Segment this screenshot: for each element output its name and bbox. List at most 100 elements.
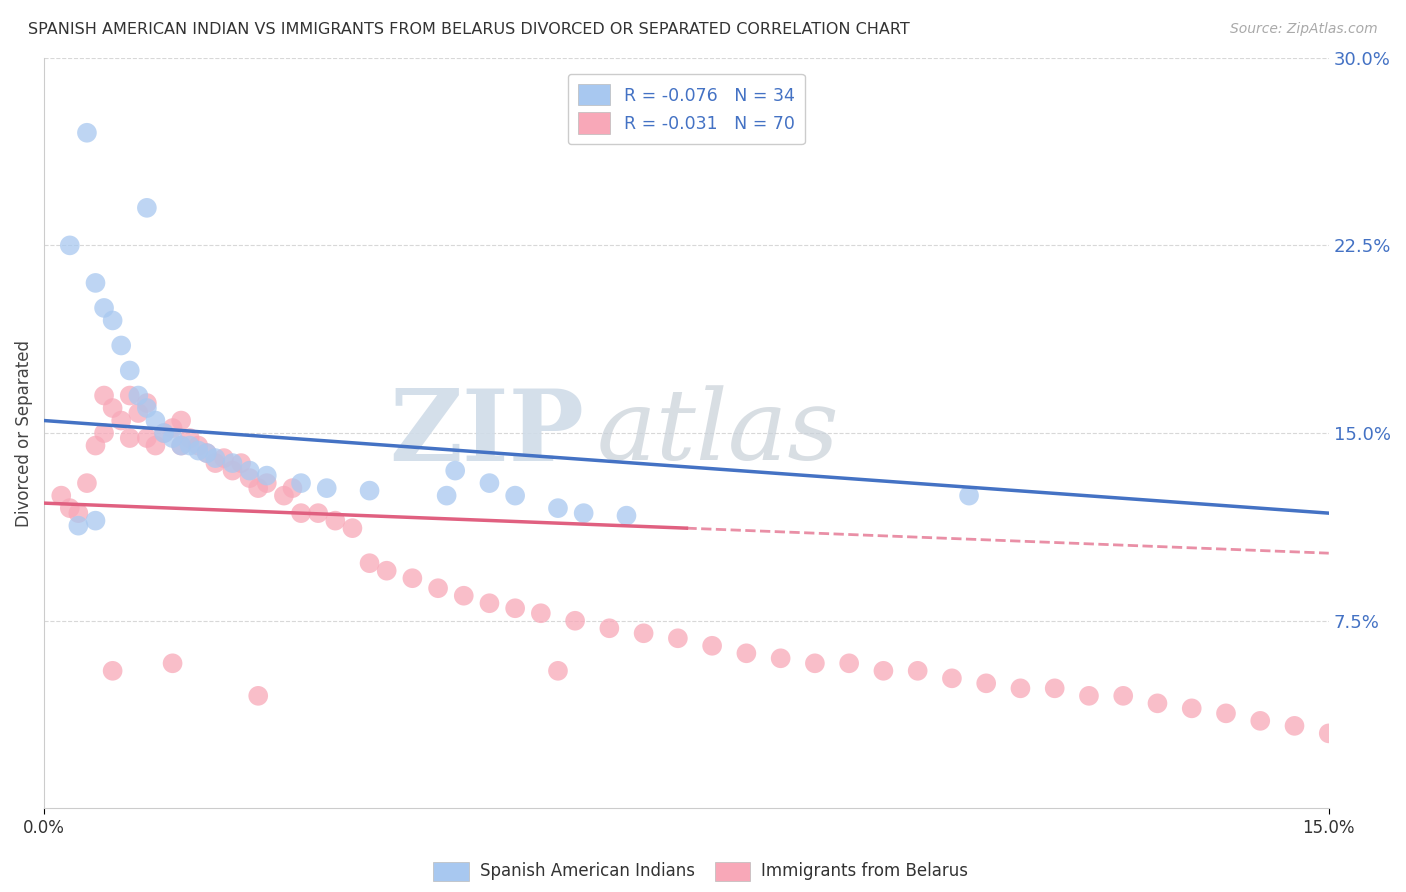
Point [118,431,141,445]
Point [162,431,184,445]
Point [700,639,723,653]
Point [1249,714,1271,728]
Point [153,425,176,440]
Point [281,481,304,495]
Point [127,406,149,420]
Point [195,446,218,460]
Point [93,388,115,402]
Point [974,676,997,690]
Point [401,571,423,585]
Y-axis label: Divorced or Separated: Divorced or Separated [15,340,32,526]
Point [187,443,209,458]
Point [204,451,226,466]
Point [145,413,167,427]
Point [478,596,501,610]
Point [170,439,193,453]
Point [118,388,141,402]
Point [838,657,860,671]
Point [247,689,270,703]
Point [616,508,638,523]
Point [1146,696,1168,710]
Point [84,514,107,528]
Point [229,456,252,470]
Point [59,238,82,252]
Text: Source: ZipAtlas.com: Source: ZipAtlas.com [1230,22,1378,37]
Point [76,126,98,140]
Point [427,581,450,595]
Point [239,471,262,485]
Point [221,464,243,478]
Point [1043,681,1066,696]
Point [804,657,827,671]
Point [212,451,235,466]
Point [436,489,458,503]
Point [375,564,398,578]
Point [872,664,894,678]
Point [187,439,209,453]
Point [359,556,381,570]
Point [179,431,201,445]
Point [162,421,184,435]
Point [170,413,193,427]
Point [530,606,553,620]
Point [478,476,501,491]
Point [135,396,157,410]
Point [239,464,262,478]
Point [67,518,90,533]
Point [342,521,364,535]
Point [572,506,595,520]
Point [735,646,758,660]
Point [101,664,124,678]
Legend: R = -0.076   N = 34, R = -0.031   N = 70: R = -0.076 N = 34, R = -0.031 N = 70 [568,74,804,144]
Point [59,501,82,516]
Point [444,464,467,478]
Point [307,506,329,520]
Point [907,664,929,678]
Point [110,413,132,427]
Point [247,481,270,495]
Text: Spanish American Indians: Spanish American Indians [479,863,695,880]
Point [135,401,157,415]
Point [323,514,346,528]
Point [315,481,337,495]
Point [598,621,620,635]
Point [93,301,115,315]
Point [204,456,226,470]
Point [76,476,98,491]
Point [1215,706,1237,721]
Point [957,489,980,503]
Point [359,483,381,498]
Point [221,456,243,470]
Point [503,601,526,615]
Text: Immigrants from Belarus: Immigrants from Belarus [761,863,967,880]
Point [1284,719,1306,733]
Point [453,589,475,603]
Point [135,431,157,445]
Point [67,506,90,520]
Point [110,338,132,352]
Point [769,651,792,665]
Point [1112,689,1135,703]
Point [1181,701,1204,715]
Point [101,401,124,415]
Point [290,476,312,491]
Point [273,489,295,503]
Point [127,388,149,402]
Point [51,489,73,503]
Point [153,425,176,440]
Point [941,671,963,685]
Point [93,425,115,440]
Point [179,439,201,453]
Point [290,506,312,520]
Point [1078,689,1101,703]
Point [84,276,107,290]
Point [666,632,689,646]
Point [84,439,107,453]
Point [633,626,655,640]
Point [162,657,184,671]
Point [170,439,193,453]
Text: ZIP: ZIP [389,384,583,482]
Point [256,468,278,483]
Point [101,313,124,327]
Point [1317,726,1340,740]
